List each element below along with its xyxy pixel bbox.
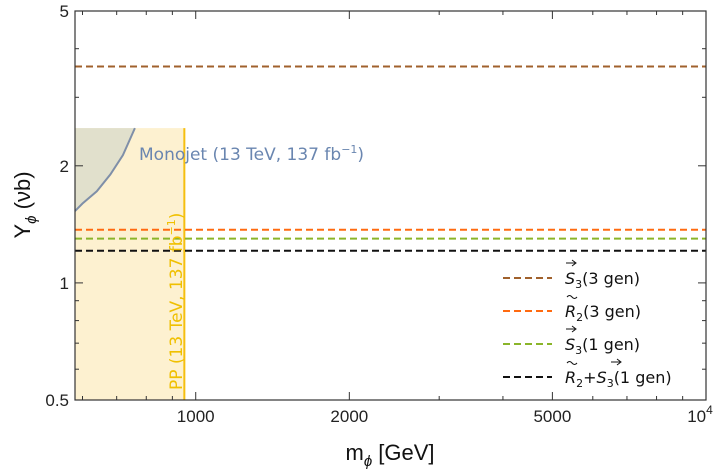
x-tick-label: 2000 — [330, 407, 368, 426]
series-lines — [75, 65, 706, 252]
x-tick-label: 1000 — [177, 407, 215, 426]
axis-titles: mϕ [GeV] Yϕ (νb) — [10, 171, 435, 470]
tilde-accent — [566, 361, 578, 365]
legend-label: R2+S3(1 gen) — [565, 368, 672, 390]
legend-item-3: S3(1 gen) — [503, 325, 640, 357]
legend-label: S3(3 gen) — [565, 269, 640, 291]
monojet-excluded-region — [75, 128, 135, 212]
legend: S3(3 gen) R2(3 gen) S3(1 gen) R2+S3(1 gen) — [503, 259, 672, 390]
vector-arrow-head — [616, 358, 622, 366]
monojet-boundary-line — [74, 127, 136, 212]
excluded-regions — [74, 127, 186, 401]
legend-item-4: R2+S3(1 gen) — [503, 358, 672, 390]
x-tick-label: 5000 — [533, 407, 571, 426]
y-tick-label: 0.5 — [45, 391, 69, 410]
pp-label: PP (13 TeV, 137 fb−1) — [165, 213, 187, 390]
y-tick-label: 5 — [60, 2, 69, 21]
legend-item-2: R2(3 gen) — [503, 295, 641, 324]
vector-arrow-head — [571, 325, 577, 333]
vector-arrow-head — [571, 259, 577, 267]
legend-label: R2(3 gen) — [565, 302, 641, 324]
axis-ticks: 1000 2000 5000 104 0.5 1 2 5 — [45, 2, 713, 426]
y-axis-title: Yϕ (νb) — [10, 171, 40, 238]
plot-frame — [74, 10, 707, 401]
x-tick-label: 104 — [687, 403, 713, 426]
tilde-accent — [566, 295, 578, 299]
x-axis-title: mϕ [GeV] — [345, 440, 434, 470]
y-tick-label: 1 — [60, 274, 69, 293]
y-tick-label: 2 — [60, 157, 69, 176]
monojet-label: Monojet (13 TeV, 137 fb−1) — [139, 143, 364, 165]
region-labels: Monojet (13 TeV, 137 fb−1) PP (13 TeV, 13… — [139, 143, 364, 390]
legend-item-1: S3(3 gen) — [503, 259, 640, 291]
legend-label: S3(1 gen) — [565, 335, 640, 357]
